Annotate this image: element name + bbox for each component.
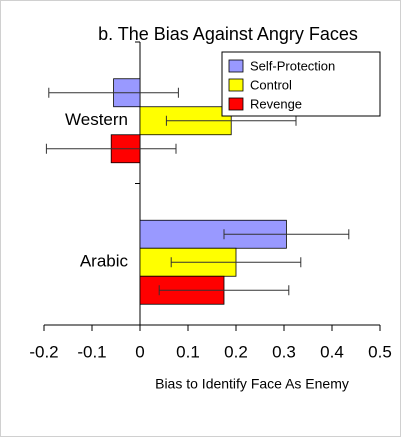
legend-swatch — [228, 59, 244, 73]
x-tick-label: 0 — [135, 342, 144, 361]
error-bar — [165, 115, 297, 126]
legend-label: Control — [250, 77, 292, 92]
legend-swatch — [228, 78, 244, 92]
legend-swatch — [228, 97, 244, 111]
x-tick-label: 0.3 — [272, 342, 296, 361]
category-label: Arabic — [80, 252, 129, 271]
x-tick-label: -0.1 — [77, 342, 106, 361]
error-bar — [223, 229, 350, 240]
x-axis-label: Bias to Identify Face As Enemy — [155, 376, 349, 392]
x-tick-label: 0.5 — [368, 342, 392, 361]
x-tick-label: 0.2 — [224, 342, 248, 361]
x-tick-label: -0.2 — [29, 342, 58, 361]
error-bar — [170, 257, 302, 268]
chart-title: b. The Bias Against Angry Faces — [98, 24, 358, 44]
x-tick-label: 0.4 — [320, 342, 344, 361]
error-bar — [48, 87, 179, 98]
legend-label: Self-Protection — [250, 58, 335, 73]
category-label: Western — [65, 110, 128, 129]
legend-label: Revenge — [250, 96, 302, 111]
x-tick-label: 0.1 — [176, 342, 200, 361]
error-bar — [158, 285, 290, 296]
legend-box — [221, 51, 381, 117]
error-bar — [45, 143, 177, 154]
